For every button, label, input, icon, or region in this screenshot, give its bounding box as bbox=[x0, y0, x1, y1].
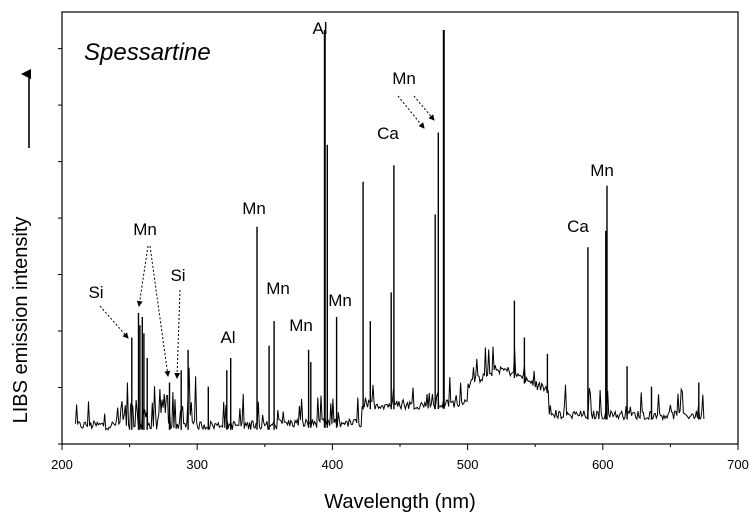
y-axis-title: LIBS emission intensity bbox=[10, 217, 32, 424]
peak-annotation: Mn bbox=[289, 316, 313, 335]
x-tick-label: 600 bbox=[592, 457, 614, 472]
peak-annotation: Mn bbox=[266, 279, 290, 298]
x-tick-label: 200 bbox=[51, 457, 73, 472]
peak-annotation: Si bbox=[170, 266, 185, 285]
peak-annotation: Mn bbox=[590, 161, 614, 180]
peak-annotation: Mn bbox=[328, 291, 352, 310]
annotation-arrow bbox=[397, 95, 425, 129]
x-tick-label: 400 bbox=[322, 457, 344, 472]
x-tick-label: 300 bbox=[186, 457, 208, 472]
emission-peaks bbox=[131, 30, 700, 430]
peak-annotation: Ca bbox=[377, 124, 399, 143]
y-axis bbox=[58, 48, 62, 445]
x-axis-title: Wavelength (nm) bbox=[324, 491, 476, 513]
peak-annotation: Mn bbox=[392, 69, 416, 88]
x-axis: 200 300 400 500 600 700 bbox=[51, 444, 749, 472]
peak-annotation: Ca bbox=[567, 217, 589, 236]
spectrum-line bbox=[75, 346, 705, 431]
x-tick-label: 700 bbox=[727, 457, 749, 472]
peak-annotation: Mn bbox=[242, 199, 266, 218]
peak-annotations: Si Mn Si Al Mn Mn Mn Al Mn Ca Mn Ca Mn bbox=[88, 19, 614, 379]
peak-annotation: Mn bbox=[133, 220, 157, 239]
annotation-arrow bbox=[99, 305, 129, 339]
chart-title: Spessartine bbox=[84, 39, 211, 66]
annotation-arrow bbox=[413, 95, 435, 121]
annotation-arrow bbox=[136, 245, 149, 307]
peak-annotation: Al bbox=[312, 19, 327, 38]
annotation-arrow bbox=[174, 289, 181, 379]
x-tick-label: 500 bbox=[457, 457, 479, 472]
peak-annotation: Al bbox=[220, 328, 235, 347]
peak-annotation: Si bbox=[88, 283, 103, 302]
annotation-arrow bbox=[149, 245, 171, 377]
